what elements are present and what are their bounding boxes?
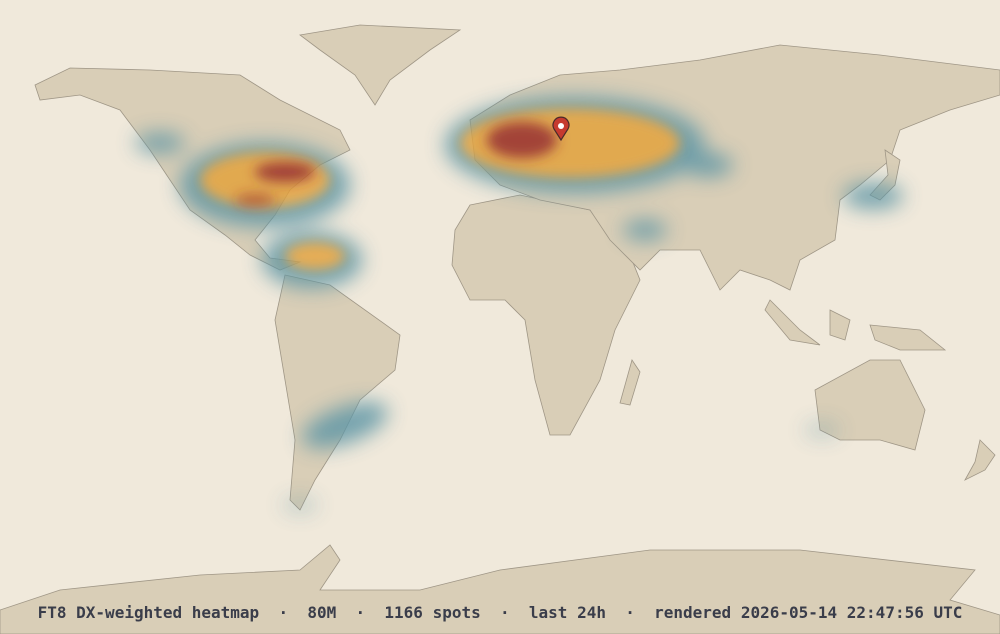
- antarctica: [0, 544, 1000, 634]
- caption: FT8 DX-weighted heatmap · 80M · 1166 spo…: [37, 603, 963, 622]
- location-pin: [552, 116, 570, 142]
- greenland: [299, 24, 462, 106]
- heat-core: [235, 122, 557, 207]
- madagascar: [619, 359, 641, 406]
- new-zealand: [964, 439, 996, 481]
- south-america: [274, 274, 401, 511]
- indonesia: [764, 299, 947, 351]
- heatmap: [135, 97, 903, 513]
